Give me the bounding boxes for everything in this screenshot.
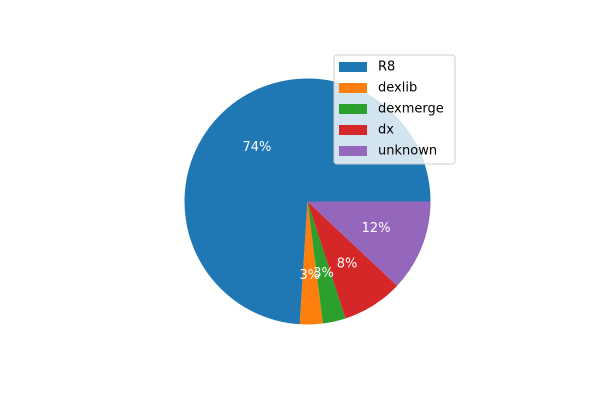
legend-label-dexlib: dexlib <box>378 81 417 96</box>
pct-label-unknown: 12% <box>362 221 391 236</box>
legend-label-dx: dx <box>378 123 394 138</box>
legend-label-unknown: unknown <box>378 144 437 159</box>
pie-slice-dx <box>307 201 398 319</box>
legend-label-dexmerge: dexmerge <box>378 102 444 117</box>
legend-label-R8: R8 <box>378 60 395 75</box>
pie-slice-dexlib <box>299 201 323 325</box>
pct-label-dexmerge: 3% <box>313 266 334 281</box>
pct-label-dx: 8% <box>337 256 358 271</box>
pie-slice-unknown <box>307 201 431 286</box>
pct-label-R8: 74% <box>243 140 272 155</box>
pie-slice-dexmerge <box>307 201 346 324</box>
legend-frame <box>333 54 456 165</box>
legend: R8 dexlib dexmerge dx unknown <box>333 54 456 165</box>
legend-swatch-dexmerge <box>339 104 367 114</box>
pie-pct-labels: 74%3%3%8%12% <box>243 140 391 283</box>
legend-swatch-dexlib <box>339 83 367 93</box>
legend-swatch-R8 <box>339 62 367 72</box>
legend-swatch-dx <box>339 125 367 135</box>
legend-swatch-unknown <box>339 146 367 156</box>
pct-label-dexlib: 3% <box>300 268 321 283</box>
